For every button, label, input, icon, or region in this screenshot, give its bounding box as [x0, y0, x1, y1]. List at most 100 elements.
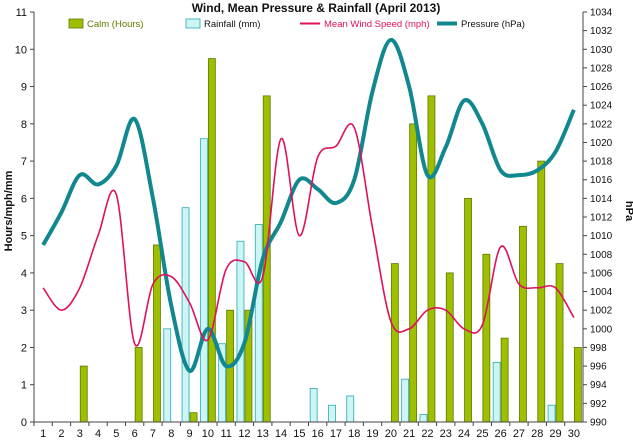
y-tick-label: 10: [15, 44, 27, 56]
pressure-series-line: [41, 37, 576, 373]
y2-axis-label: hPa: [623, 201, 633, 222]
x-tick-label: 8: [168, 428, 174, 439]
calm-bar: [573, 347, 582, 423]
x-tick-label: 22: [421, 428, 433, 439]
y2-tick-label: 1026: [590, 82, 613, 93]
x-tick-label: 27: [513, 428, 525, 439]
legend-label: Rainfall (mm): [204, 19, 260, 30]
x-tick-label: 9: [186, 428, 192, 439]
legend-label: Mean Wind Speed (mph): [324, 19, 430, 30]
y2-tick-label: 1002: [590, 306, 613, 317]
x-tick-label: 1: [40, 428, 46, 439]
x-tick-label: 3: [77, 428, 83, 439]
y2-tick-label: 1022: [590, 119, 613, 130]
calm-bar: [153, 244, 161, 423]
x-tick-label: 6: [132, 428, 138, 439]
rainfall-bar: [401, 378, 410, 423]
x-tick-label: 30: [568, 428, 580, 439]
y2-tick-label: 1012: [590, 213, 613, 224]
x-tick-label: 28: [531, 428, 543, 439]
legend-swatch: [68, 18, 84, 29]
x-tick-label: 11: [220, 428, 231, 439]
legend-label: Calm (Hours): [87, 19, 143, 30]
calm-bar: [390, 263, 399, 423]
y-tick-label: 4: [21, 268, 27, 280]
x-tick-label: 23: [440, 428, 452, 439]
calm-bar: [445, 272, 454, 423]
calm-bar: [537, 160, 546, 423]
y-tick-label: 3: [21, 305, 27, 317]
x-tick-label: 10: [202, 428, 214, 439]
y2-tick-label: 1016: [590, 175, 613, 186]
rainfall-bar: [254, 224, 263, 423]
x-tick-label: 24: [458, 428, 470, 439]
y-tick-label: 5: [21, 231, 27, 243]
rainfall-bar: [163, 328, 172, 423]
y-tick-label: 2: [21, 342, 27, 354]
x-tick-label: 19: [366, 428, 378, 439]
calm-bar: [79, 365, 88, 423]
x-tick-label: 14: [275, 428, 287, 439]
y2-tick-label: 1032: [590, 26, 613, 37]
rainfall-bar: [199, 138, 208, 423]
y2-tick-label: 1014: [590, 194, 613, 205]
x-tick-label: 13: [257, 428, 269, 439]
y2-tick-label: 994: [590, 380, 607, 391]
x-tick-label: 25: [476, 428, 488, 439]
y-tick-label: 0: [21, 417, 27, 429]
x-tick-label: 2: [58, 428, 64, 439]
y-tick-label: 7: [21, 156, 27, 168]
x-tick-label: 20: [385, 428, 397, 439]
calm-bar: [409, 123, 418, 423]
ticks-layer: 0123456789101199099299499699810001002100…: [15, 7, 613, 440]
y2-tick-label: 1028: [590, 63, 613, 74]
y2-tick-label: 1018: [590, 157, 613, 168]
y2-tick-label: 1024: [590, 101, 613, 112]
calm-bar: [427, 95, 436, 423]
rainfall-bar: [328, 404, 336, 423]
x-tick-label: 5: [113, 428, 119, 439]
calm-bar: [555, 263, 564, 423]
y2-tick-label: 1020: [590, 138, 613, 149]
y2-tick-label: 990: [590, 418, 607, 429]
rainfall-bar: [492, 361, 501, 423]
rainfall-bar: [309, 388, 318, 423]
y-tick-label: 6: [21, 193, 27, 205]
calm-bar: [500, 337, 509, 423]
calm-bar: [207, 58, 216, 423]
calm-bar: [519, 225, 527, 423]
legend-label: Pressure (hPa): [461, 19, 525, 30]
y2-tick-label: 1010: [590, 231, 613, 242]
rainfall-bar: [419, 414, 428, 423]
x-tick-label: 7: [150, 428, 156, 439]
y2-tick-label: 998: [590, 343, 607, 354]
rainfall-bar: [346, 395, 355, 423]
x-tick-label: 18: [348, 428, 360, 439]
y2-tick-label: 1000: [590, 324, 613, 335]
x-tick-label: 26: [495, 428, 507, 439]
y2-tick-label: 992: [590, 399, 607, 410]
y-tick-label: 1: [21, 380, 27, 392]
y2-tick-label: 1030: [590, 45, 613, 56]
rainfall-bar: [547, 404, 556, 423]
y-tick-label: 9: [21, 82, 27, 94]
calm-bar: [134, 347, 143, 423]
rainfall-bar: [236, 240, 245, 423]
x-tick-label: 17: [330, 428, 342, 439]
x-tick-label: 15: [293, 428, 305, 439]
x-tick-label: 29: [549, 428, 561, 439]
y2-tick-label: 1034: [590, 8, 613, 19]
y-axis-label: Hours/mph/mm: [3, 170, 15, 251]
y-tick-label: 11: [16, 7, 27, 19]
lines-layer: [41, 37, 576, 373]
y2-tick-label: 1004: [590, 287, 613, 298]
calm-bar: [482, 253, 491, 423]
rainfall-bar: [181, 207, 190, 423]
y-tick-label: 8: [21, 119, 27, 131]
legend-swatch: [185, 18, 201, 29]
x-tick-label: 12: [238, 428, 250, 439]
calm-bar: [189, 412, 198, 423]
